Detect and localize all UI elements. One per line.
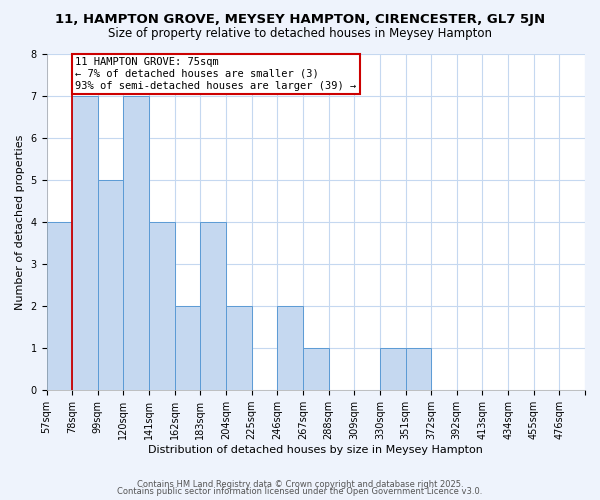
Bar [98, 180, 124, 390]
Bar [200, 222, 226, 390]
Bar [226, 306, 251, 390]
Bar [406, 348, 431, 390]
Text: Contains public sector information licensed under the Open Government Licence v3: Contains public sector information licen… [118, 487, 482, 496]
X-axis label: Distribution of detached houses by size in Meysey Hampton: Distribution of detached houses by size … [148, 445, 483, 455]
Text: Size of property relative to detached houses in Meysey Hampton: Size of property relative to detached ho… [108, 28, 492, 40]
Bar [124, 96, 149, 390]
Text: 11 HAMPTON GROVE: 75sqm
← 7% of detached houses are smaller (3)
93% of semi-deta: 11 HAMPTON GROVE: 75sqm ← 7% of detached… [75, 58, 356, 90]
Bar [47, 222, 72, 390]
Text: 11, HAMPTON GROVE, MEYSEY HAMPTON, CIRENCESTER, GL7 5JN: 11, HAMPTON GROVE, MEYSEY HAMPTON, CIREN… [55, 12, 545, 26]
Bar [380, 348, 406, 390]
Bar [303, 348, 329, 390]
Bar [277, 306, 303, 390]
Text: Contains HM Land Registry data © Crown copyright and database right 2025.: Contains HM Land Registry data © Crown c… [137, 480, 463, 489]
Bar [149, 222, 175, 390]
Bar [72, 96, 98, 390]
Y-axis label: Number of detached properties: Number of detached properties [15, 134, 25, 310]
Bar [175, 306, 200, 390]
